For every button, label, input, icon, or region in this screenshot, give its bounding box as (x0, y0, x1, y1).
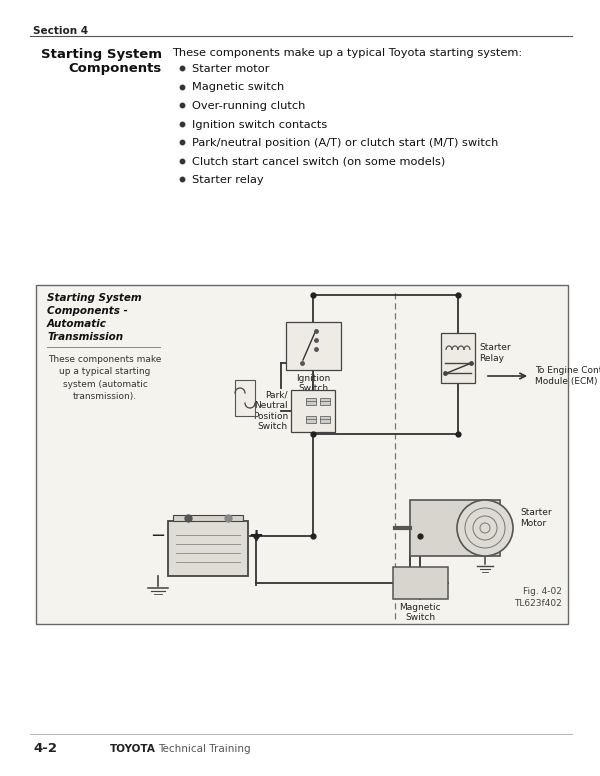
Text: Starter
Motor: Starter Motor (520, 508, 551, 528)
Text: Automatic: Automatic (47, 319, 107, 329)
Text: P: P (294, 399, 298, 404)
Bar (306, 415, 316, 422)
Text: ON: ON (319, 347, 328, 352)
Bar (392, 567, 448, 599)
Text: Section 4: Section 4 (33, 26, 88, 36)
Text: These components make
up a typical starting
system (automatic
transmission).: These components make up a typical start… (49, 355, 161, 401)
Text: START: START (287, 361, 304, 365)
Bar (168, 521, 248, 576)
Text: Ignition
Switch: Ignition Switch (296, 374, 330, 393)
Text: Starting System: Starting System (41, 48, 162, 61)
Bar (320, 415, 330, 422)
Circle shape (457, 500, 513, 556)
Text: +: + (248, 527, 263, 545)
Text: Fig. 4-02: Fig. 4-02 (523, 587, 562, 596)
Bar (320, 397, 330, 404)
Bar (235, 380, 255, 416)
Text: Transmission: Transmission (47, 332, 123, 342)
Text: N: N (294, 417, 299, 421)
Bar (173, 514, 243, 521)
Text: Components: Components (69, 62, 162, 75)
Text: LOCK: LOCK (319, 328, 333, 334)
Text: Magnetic
Switch: Magnetic Switch (399, 603, 441, 622)
Text: Starter motor: Starter motor (192, 64, 269, 74)
Text: Magnetic switch: Magnetic switch (192, 82, 284, 92)
Text: Starting System: Starting System (47, 293, 142, 303)
Bar (291, 390, 335, 432)
Text: Components -: Components - (47, 306, 128, 316)
Text: BATTERY: BATTERY (189, 546, 227, 555)
Bar (36, 285, 568, 624)
Bar (410, 500, 500, 556)
Bar (286, 322, 341, 370)
Text: Over-running clutch: Over-running clutch (192, 101, 305, 111)
Text: To Engine Control
Module (ECM): To Engine Control Module (ECM) (535, 366, 600, 386)
Text: Technical Training: Technical Training (158, 744, 251, 754)
Text: 4-2: 4-2 (33, 743, 57, 756)
Text: TL623f402: TL623f402 (514, 599, 562, 608)
Bar (306, 397, 316, 404)
Text: Starter
Relay: Starter Relay (479, 343, 511, 362)
Text: Starter relay: Starter relay (192, 175, 263, 185)
Text: TOYOTA: TOYOTA (110, 744, 156, 754)
Text: −: − (151, 527, 166, 545)
Text: Clutch start cancel switch (on some models): Clutch start cancel switch (on some mode… (192, 157, 445, 167)
Text: Ignition switch contacts: Ignition switch contacts (192, 120, 327, 130)
Text: Park/
Neutral
Position
Switch: Park/ Neutral Position Switch (253, 391, 288, 431)
Text: Park/neutral position (A/T) or clutch start (M/T) switch: Park/neutral position (A/T) or clutch st… (192, 138, 499, 148)
Text: These components make up a typical Toyota starting system:: These components make up a typical Toyot… (172, 48, 522, 58)
Bar (441, 333, 475, 383)
Text: ACC: ACC (319, 338, 330, 342)
